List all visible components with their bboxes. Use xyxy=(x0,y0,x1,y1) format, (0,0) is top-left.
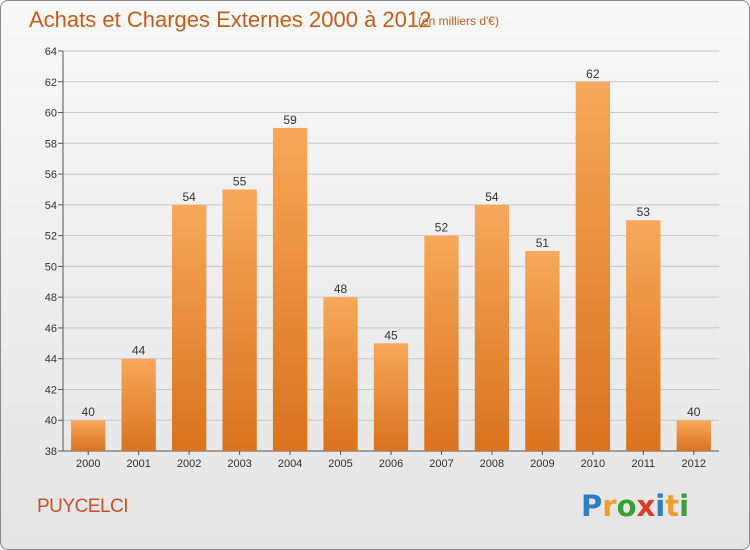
chart-title: Achats et Charges Externes 2000 à 2012 xyxy=(29,7,432,32)
x-tick-label: 2010 xyxy=(581,458,605,470)
logo-letter: i xyxy=(655,489,666,523)
logo-letter: r xyxy=(602,489,617,523)
data-label: 52 xyxy=(435,221,449,235)
y-tick-label: 54 xyxy=(45,200,57,212)
bar-2005 xyxy=(323,297,358,451)
data-label: 53 xyxy=(637,205,651,219)
x-tick-label: 2000 xyxy=(76,458,100,470)
data-label: 44 xyxy=(132,344,146,358)
logo-letter: i xyxy=(679,489,690,523)
x-tick-label: 2001 xyxy=(126,458,150,470)
y-tick-label: 58 xyxy=(45,138,57,150)
logo-letter: P xyxy=(581,489,603,523)
data-label: 40 xyxy=(82,405,96,419)
bar-2001 xyxy=(121,358,156,451)
data-label: 59 xyxy=(283,113,297,127)
y-tick-label: 42 xyxy=(45,384,57,396)
logo-letter: x xyxy=(636,489,656,523)
data-label: 48 xyxy=(334,282,348,296)
x-tick-label: 2005 xyxy=(328,458,352,470)
y-tick-label: 48 xyxy=(45,292,57,304)
y-tick-label: 52 xyxy=(45,231,57,243)
commune-name: PUYCELCI xyxy=(37,496,129,517)
bars xyxy=(71,81,711,452)
data-label: 62 xyxy=(586,67,600,81)
bar-2009 xyxy=(525,251,560,451)
y-tick-label: 38 xyxy=(45,446,57,458)
data-labels: 40 44 54 55 59 48 45 52 54 51 62 53 40 xyxy=(82,67,701,419)
bar-2012 xyxy=(676,420,711,451)
logo-letter: o xyxy=(616,489,637,523)
bar-2004 xyxy=(272,127,308,451)
data-label: 54 xyxy=(485,190,499,204)
data-label: 54 xyxy=(182,190,196,204)
x-tick-label: 2009 xyxy=(530,458,554,470)
bar-2011 xyxy=(626,220,661,451)
data-label: 51 xyxy=(536,236,550,250)
y-tick-labels: 38 40 42 44 46 48 50 52 54 56 58 60 62 64 xyxy=(45,46,63,458)
bar-2000 xyxy=(71,420,106,451)
x-tick-label: 2002 xyxy=(177,458,201,470)
x-tick-label: 2007 xyxy=(429,458,453,470)
bar-2006 xyxy=(373,343,409,451)
data-label: 55 xyxy=(233,174,247,188)
data-label: 40 xyxy=(687,405,701,419)
x-tick-label: 2006 xyxy=(379,458,403,470)
proxiti-logo[interactable]: Proxiti xyxy=(581,489,689,523)
y-tick-label: 56 xyxy=(45,169,57,181)
bar-2007 xyxy=(424,235,459,451)
x-tick-label: 2004 xyxy=(278,458,302,470)
logo-letter: t xyxy=(665,489,680,523)
bar-2002 xyxy=(171,204,207,451)
y-tick-label: 64 xyxy=(45,46,57,58)
x-tick-label: 2003 xyxy=(227,458,251,470)
y-tick-label: 50 xyxy=(45,261,57,273)
y-tick-label: 46 xyxy=(45,323,57,335)
y-tick-label: 60 xyxy=(45,108,57,120)
bar-2008 xyxy=(474,204,510,451)
x-tick-label: 2008 xyxy=(480,458,504,470)
bar-2010 xyxy=(575,81,611,452)
x-tick-labels: 2000 2001 2002 2003 2004 2005 2006 2007 2008 2009… xyxy=(76,451,706,470)
x-tick-label: 2012 xyxy=(682,458,706,470)
y-tick-label: 40 xyxy=(45,415,57,427)
data-label: 45 xyxy=(384,328,398,342)
x-tick-label: 2011 xyxy=(631,458,655,470)
y-tick-label: 62 xyxy=(45,77,57,89)
chart-subtitle: (en milliers d'€) xyxy=(418,14,499,28)
y-tick-label: 44 xyxy=(45,354,57,366)
bar-2003 xyxy=(222,189,257,451)
